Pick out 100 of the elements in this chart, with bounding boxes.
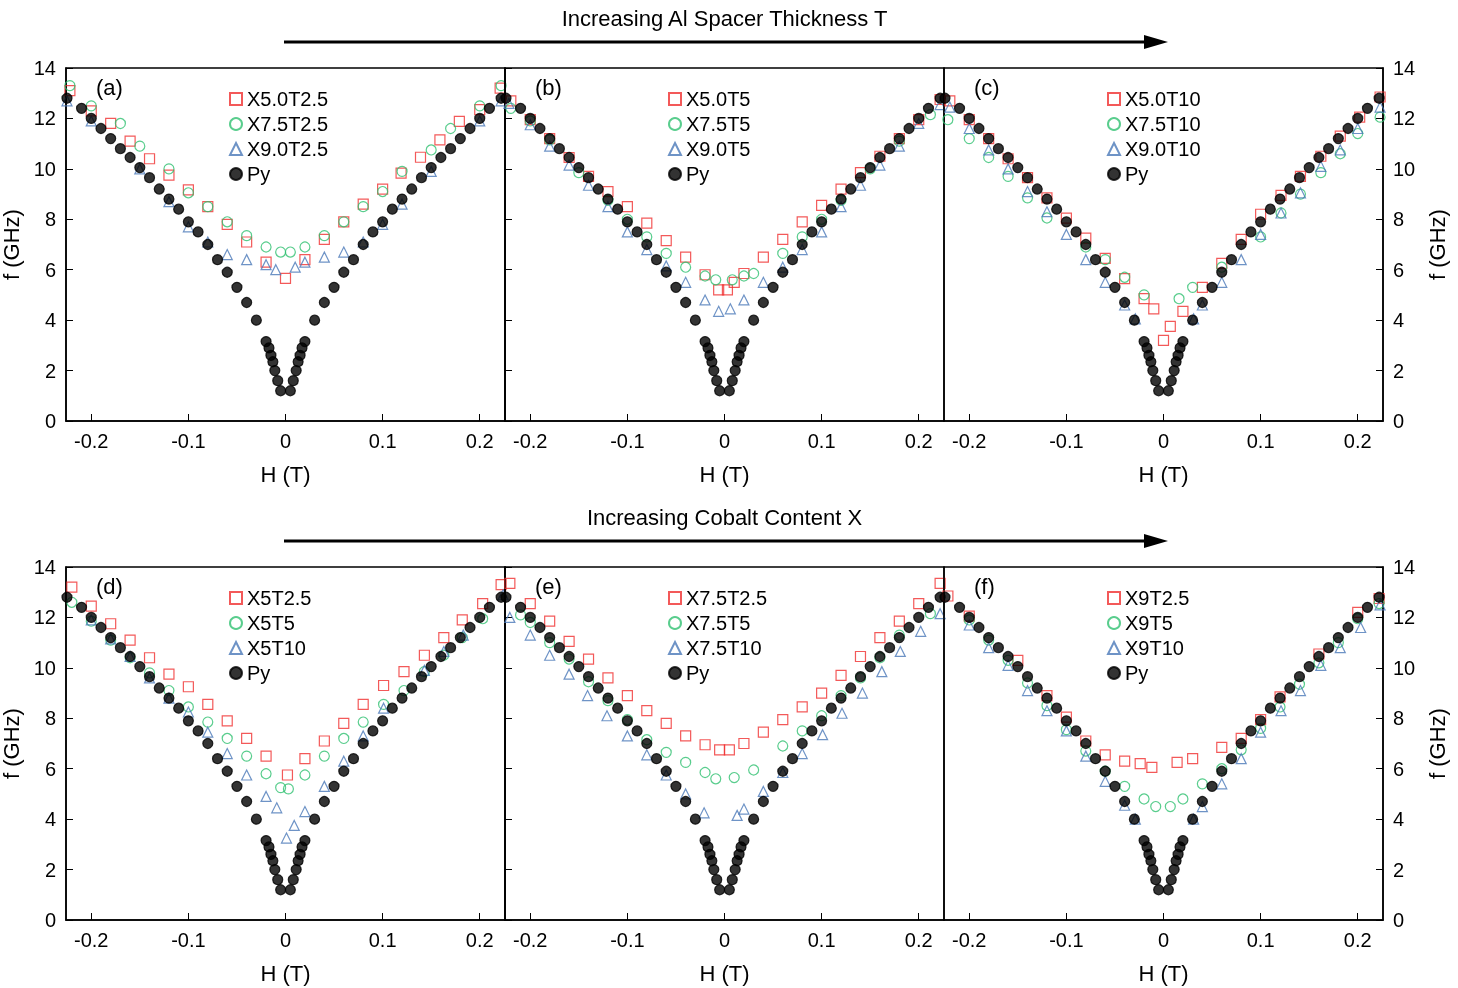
point <box>318 780 330 792</box>
point <box>757 276 769 288</box>
point <box>250 314 262 326</box>
legend-label: X9.0T2.5 <box>247 138 329 160</box>
x-tick-label: -0.1 <box>1049 929 1084 951</box>
point <box>1002 650 1014 663</box>
point <box>1235 732 1247 745</box>
point <box>1274 701 1286 713</box>
y-tick-label: 10 <box>1393 157 1416 180</box>
point <box>284 884 296 896</box>
point <box>1264 702 1276 714</box>
point <box>453 115 465 128</box>
point <box>534 122 546 135</box>
point <box>680 261 692 273</box>
y-tick-label: 14 <box>33 556 56 578</box>
point <box>689 813 701 825</box>
point <box>1012 654 1024 666</box>
point <box>260 241 272 253</box>
point <box>726 375 738 387</box>
legend-label: X9.0T10 <box>1125 138 1201 160</box>
point <box>942 114 954 126</box>
point <box>1164 800 1176 813</box>
point <box>1334 148 1346 160</box>
point <box>728 771 740 784</box>
point <box>241 750 253 762</box>
point <box>777 266 789 278</box>
point <box>1235 233 1247 246</box>
point <box>124 135 136 147</box>
x-tick-label: 0.2 <box>465 430 494 452</box>
point <box>64 80 76 92</box>
point <box>670 780 682 792</box>
point <box>192 226 204 238</box>
point <box>731 809 743 821</box>
point <box>1148 303 1160 315</box>
point <box>816 687 828 699</box>
point <box>280 832 293 844</box>
point <box>398 666 410 678</box>
point <box>85 600 97 612</box>
point <box>524 597 536 610</box>
x-tick-label: 0 <box>1157 929 1170 951</box>
point <box>1303 162 1315 174</box>
point <box>1255 726 1267 738</box>
point <box>1060 216 1072 228</box>
point <box>757 785 769 798</box>
point <box>699 739 711 751</box>
point <box>143 652 156 664</box>
point <box>1012 162 1024 174</box>
point <box>983 642 995 654</box>
point <box>1080 745 1092 757</box>
point <box>806 725 818 737</box>
point <box>1225 254 1238 266</box>
point <box>1021 677 1034 689</box>
point <box>386 702 398 714</box>
point <box>182 715 194 727</box>
x-tick-label: 0.2 <box>904 430 933 452</box>
point <box>221 266 233 278</box>
point <box>714 744 726 756</box>
point <box>85 105 97 117</box>
point <box>474 104 486 116</box>
point <box>573 162 585 174</box>
y-tick-label: 14 <box>33 57 56 79</box>
x-tick-label: 0.1 <box>807 929 836 951</box>
x-tick-label: 0 <box>1157 430 1170 452</box>
point <box>318 750 330 762</box>
point <box>275 385 287 397</box>
point <box>289 261 301 273</box>
x-tick-label: 0.1 <box>368 430 397 452</box>
point <box>221 732 233 745</box>
y-axis-title: f (GHz) <box>1424 708 1450 779</box>
point <box>1134 758 1146 770</box>
point <box>445 642 457 654</box>
point <box>290 364 302 377</box>
point <box>738 803 750 815</box>
point <box>483 601 496 613</box>
point <box>699 294 711 306</box>
legend-label: X5T2.5 <box>247 587 312 609</box>
point <box>903 621 915 634</box>
point <box>287 375 299 387</box>
point <box>631 226 643 238</box>
point <box>1255 216 1267 228</box>
point <box>477 597 489 610</box>
point <box>944 101 956 113</box>
point <box>514 102 527 114</box>
point <box>75 601 88 613</box>
point <box>864 661 876 673</box>
point <box>272 375 284 387</box>
y-tick-label: 10 <box>1393 656 1416 679</box>
point <box>757 296 769 309</box>
point <box>1109 780 1121 792</box>
point <box>953 601 966 613</box>
point <box>260 790 272 803</box>
point <box>1293 678 1306 690</box>
point <box>318 735 330 747</box>
point <box>767 780 779 792</box>
point <box>1342 122 1354 135</box>
y-tick-label: 4 <box>1393 309 1405 332</box>
x-tick-label: 0.2 <box>465 929 494 951</box>
point <box>817 729 829 741</box>
point <box>269 863 281 876</box>
point <box>924 109 936 121</box>
